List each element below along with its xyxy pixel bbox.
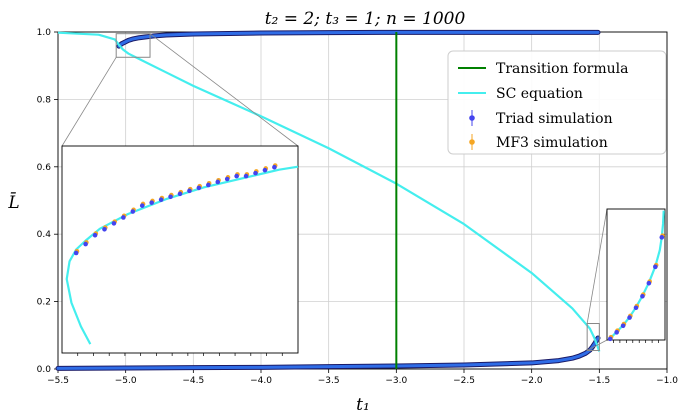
y-tick-label: 0.6: [37, 163, 52, 173]
inset-right: [606, 208, 666, 343]
legend-label-sc: SC equation: [496, 86, 583, 102]
inset-triad-point: [633, 305, 639, 311]
inset-triad-point: [139, 203, 145, 208]
y-tick-label: 0.0: [37, 365, 52, 375]
inset-triad-point: [206, 182, 211, 188]
x-tick-label: −4.5: [182, 376, 204, 386]
legend: Transition formula SC equation Triad sim…: [447, 50, 667, 155]
inset-triad-point: [607, 336, 613, 342]
inset-triad-point: [243, 173, 249, 179]
inset-triad-point: [149, 200, 154, 205]
inset-sc-line: [65, 165, 299, 345]
inset-triad-point: [234, 173, 239, 179]
inset-triad-point: [646, 280, 652, 286]
inset-triad-point: [640, 293, 645, 299]
inset-triad-point: [262, 167, 268, 173]
y-tick-label: 0.8: [37, 95, 52, 105]
inset-triad-point: [187, 188, 192, 194]
inset-frame: [606, 208, 666, 341]
inset-triad-point: [73, 250, 79, 256]
inset-triad-point: [121, 215, 126, 220]
inset-triad-point: [130, 209, 136, 214]
x-tick-label: −3.0: [385, 376, 407, 386]
inset-triad-point: [614, 330, 619, 335]
legend-label-triad: Triad simulation: [496, 111, 613, 127]
zoom-connector: [586, 208, 608, 324]
inset-triad-point: [111, 221, 117, 226]
legend-marker-triad: [469, 115, 475, 121]
inset-triad-point: [272, 164, 277, 170]
inset-triad-point: [92, 232, 98, 238]
inset-triad-point: [224, 176, 230, 182]
y-tick-label: 0.4: [37, 230, 52, 240]
inset-triad-point: [83, 241, 88, 247]
legend-label-mf3: MF3 simulation: [496, 135, 608, 151]
legend-marker-mf3: [469, 139, 475, 145]
inset-triad-point: [168, 194, 173, 200]
inset-triad-point: [627, 315, 632, 320]
inset-triad-point: [196, 185, 202, 191]
x-axis-label: t₁: [356, 395, 370, 415]
y-axis-label: L̄: [7, 191, 19, 213]
inset-triad-point: [653, 264, 658, 270]
inset-triad-point: [215, 179, 221, 185]
inset-triad-point: [102, 227, 107, 232]
zoom-lines: [61, 33, 608, 351]
y-tick-label: 1.0: [37, 28, 52, 38]
plot-area: [55, 29, 601, 371]
inset-triad-point: [620, 323, 626, 329]
x-tick-label: −1.5: [588, 376, 610, 386]
x-tick-label: −5.0: [115, 376, 137, 386]
y-tick-label: 0.2: [37, 298, 51, 308]
legend-label-transition: Transition formula: [496, 61, 628, 77]
inset-frame: [61, 145, 299, 354]
zoom-box-left: [115, 33, 151, 58]
zoom-box-right: [586, 323, 600, 351]
zoom-connector: [149, 33, 299, 147]
inset-triad-point: [177, 191, 183, 197]
sc-equation-line: [57, 31, 601, 352]
inset-triad-point: [158, 197, 164, 203]
inset-triad-point: [659, 235, 665, 240]
x-tick-label: −4.0: [250, 376, 272, 386]
inset-left: [61, 145, 299, 356]
x-tick-label: −1.0: [656, 376, 678, 386]
x-tick-label: −5.5: [47, 376, 69, 386]
zoom-connector: [61, 57, 117, 147]
x-tick-label: −3.5: [318, 376, 340, 386]
x-tick-label: −2.5: [453, 376, 475, 386]
upper-branch: [117, 30, 600, 48]
chart-title: t₂ = 2; t₃ = 1; n = 1000: [265, 9, 466, 29]
zoom-connector: [586, 339, 608, 351]
x-tick-label: −2.0: [521, 376, 543, 386]
legend-box: [447, 50, 667, 155]
inset-triad-point: [253, 170, 258, 176]
